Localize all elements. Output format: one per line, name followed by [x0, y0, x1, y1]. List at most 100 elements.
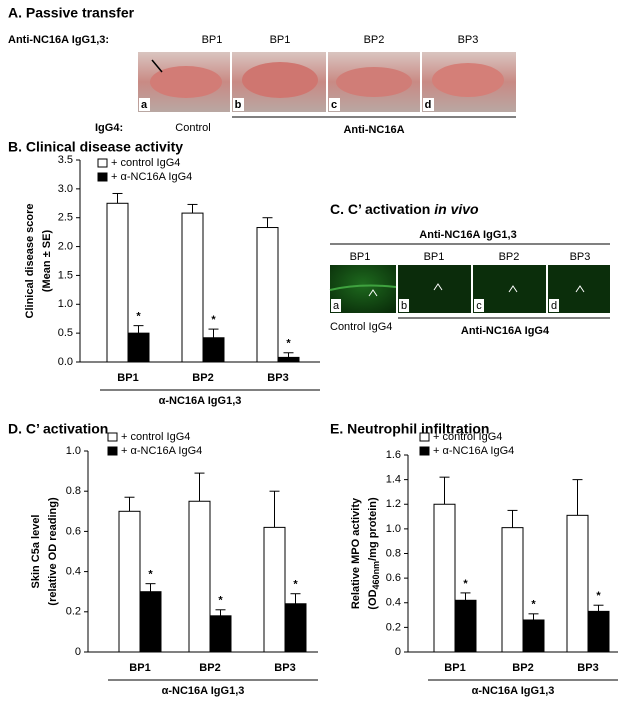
y-tick-label: 1.0 [58, 298, 73, 310]
column-label: BP3 [458, 34, 479, 46]
x-tick-label: BP1 [117, 372, 138, 384]
y-label-part: /mg protein) [367, 497, 379, 561]
y-tick-label: 0.6 [386, 572, 401, 584]
panel-c-title: C. C’ activation in vivo [330, 201, 479, 217]
y-tick-label: 3.0 [58, 183, 73, 195]
row-label: Anti-NC16A IgG1,3: [8, 34, 109, 46]
control-label: Control IgG4 [330, 321, 392, 333]
control-label: Control [175, 122, 210, 134]
y-label-part: (relative OD reading) [47, 497, 59, 606]
header: Anti-NC16A IgG1,3 [419, 229, 516, 241]
x-label: α-NC16A IgG1,3 [159, 395, 242, 407]
photo-letter: c [476, 300, 482, 312]
bar [106, 202, 129, 363]
photo-letter: d [551, 300, 557, 312]
legend-swatch [419, 446, 430, 456]
y-tick-label: 1.0 [386, 523, 401, 535]
legend-label: + α-NC16A IgG4 [111, 171, 192, 183]
micrographs [329, 265, 610, 313]
y-tick-label: 0.4 [66, 566, 81, 578]
photo-letter: c [331, 99, 337, 111]
y-tick-label: 3.5 [58, 154, 73, 166]
column-label: BP1 [270, 34, 291, 46]
y-tick-label: 0 [75, 646, 81, 658]
photo-letter: b [235, 99, 242, 111]
y-label-line: Relative MPO activity [350, 497, 362, 609]
y-tick-label: 1.5 [58, 269, 73, 281]
x-tick-label: BP2 [199, 662, 220, 674]
bar [256, 227, 279, 363]
column-label: BP1 [424, 251, 445, 263]
legend-label: + control IgG4 [111, 157, 180, 169]
legend-label: + α-NC16A IgG4 [121, 445, 202, 457]
y-tick-label: 0.8 [66, 485, 81, 497]
photo-letter: a [333, 300, 340, 312]
bar [181, 212, 204, 363]
significance: * [531, 599, 536, 611]
bar [263, 526, 286, 653]
y-tick-label: 0.4 [386, 597, 401, 609]
y-label: (Mean ± SE) [41, 230, 53, 293]
y-tick-label: 0.5 [58, 327, 73, 339]
legend-swatch [97, 172, 108, 182]
y-tick-label: 1.2 [386, 498, 401, 510]
bar [522, 619, 545, 653]
legend-swatch [97, 158, 108, 168]
x-tick-label: BP2 [192, 372, 213, 384]
bar [587, 610, 610, 653]
x-tick-label: BP2 [512, 662, 533, 674]
bar [277, 356, 300, 363]
y-label: (relative OD reading) [47, 497, 59, 606]
y-tick-label: 0.0 [58, 356, 73, 368]
legend-label: + control IgG4 [121, 431, 190, 443]
title-text: C. C’ activation [330, 201, 430, 217]
significance: * [218, 595, 223, 607]
bar [209, 615, 232, 653]
group-label: Anti-NC16A IgG4 [461, 325, 550, 337]
igg4-label: IgG4: [95, 122, 123, 134]
y-label: Clinical disease score [24, 204, 36, 319]
significance: * [286, 338, 291, 350]
chart-title: D. C’ activation [8, 421, 108, 437]
bar [501, 527, 524, 653]
bar [202, 337, 225, 363]
x-tick-label: BP3 [577, 662, 598, 674]
bar [454, 599, 477, 653]
significance: * [463, 578, 468, 590]
y-tick-label: 2.5 [58, 212, 73, 224]
chart-title: B. Clinical disease activity [8, 139, 183, 155]
bar [433, 503, 456, 653]
significance: * [136, 311, 141, 323]
legend-swatch [107, 432, 118, 442]
y-label-sub: 460nm [371, 561, 381, 590]
bar [118, 510, 141, 653]
panel-a-title: A. Passive transfer [8, 5, 135, 21]
photo-letter: a [141, 99, 148, 111]
y-tick-label: 0.6 [66, 525, 81, 537]
title-italic: in vivo [434, 201, 479, 217]
y-label-line: Skin C5a level [30, 515, 42, 589]
y-tick-label: 0 [395, 646, 401, 658]
x-tick-label: BP3 [267, 372, 288, 384]
legend-swatch [419, 432, 430, 442]
bar [188, 500, 211, 653]
legend-swatch [107, 446, 118, 456]
y-label-line: Clinical disease score [24, 204, 36, 319]
y-tick-label: 2.0 [58, 240, 73, 252]
group-label: Anti-NC16A [343, 124, 404, 136]
y-tick-label: 1.4 [386, 474, 401, 486]
column-label: BP1 [202, 34, 223, 46]
photos [138, 52, 516, 112]
chart-title: E. Neutrophil infiltration [330, 421, 489, 437]
column-label: BP2 [499, 251, 520, 263]
photo-letter: b [401, 300, 407, 312]
significance: * [211, 314, 216, 326]
x-label: α-NC16A IgG1,3 [162, 685, 245, 697]
legend-label: + control IgG4 [433, 431, 502, 443]
x-tick-label: BP1 [129, 662, 150, 674]
y-tick-label: 0.2 [386, 621, 401, 633]
column-label: BP1 [350, 251, 371, 263]
y-label: Relative MPO activity [350, 497, 362, 609]
legend-label: + α-NC16A IgG4 [433, 445, 514, 457]
